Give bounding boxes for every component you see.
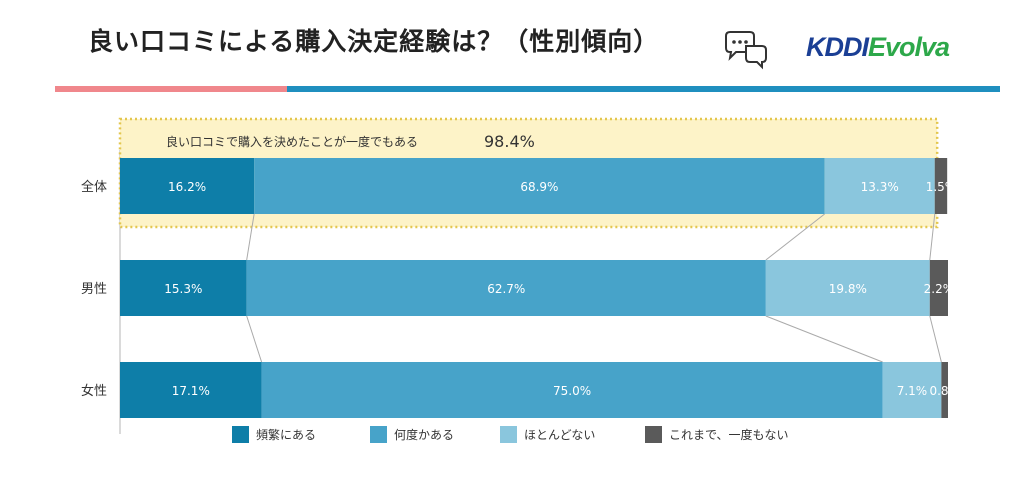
bar-segment — [882, 362, 942, 418]
legend-swatch — [500, 426, 517, 443]
connector-line — [929, 315, 942, 363]
data-label: 68.9% — [520, 180, 558, 194]
bar-segment — [120, 260, 247, 316]
bar-segment — [120, 362, 262, 418]
bar-segment — [120, 158, 255, 214]
legend-label: 何度かある — [394, 427, 454, 442]
data-label: 75.0% — [553, 384, 591, 398]
connector-line — [765, 315, 883, 363]
category-label: 全体 — [81, 179, 107, 195]
callout-value: 98.4% — [484, 132, 535, 151]
logo-evolva: Evolva — [868, 32, 950, 62]
logo-kddi: KDDI — [806, 32, 869, 62]
chart-title: 良い口コミによる購入決定経験は？（性別傾向） — [88, 27, 660, 56]
data-label: 16.2% — [168, 180, 206, 194]
bar-segment — [934, 158, 948, 214]
legend-swatch — [370, 426, 387, 443]
bar-segment — [765, 260, 930, 316]
connector-line — [246, 315, 263, 363]
callout-text: 良い口コミで購入を決めたことが一度でもある — [166, 134, 418, 149]
data-label: 13.3% — [861, 180, 899, 194]
category-label: 女性 — [81, 383, 107, 399]
bar-segment — [824, 158, 935, 214]
header-divider-accent — [55, 86, 287, 92]
data-label: 62.7% — [487, 282, 525, 296]
header-divider — [55, 86, 1000, 92]
speech-bubbles-icon — [725, 31, 767, 70]
company-logo: KDDIEvolva — [806, 32, 950, 63]
connector-line — [246, 213, 255, 261]
connector-line — [765, 213, 825, 261]
data-label: 7.1% — [897, 384, 928, 398]
data-label: 0.8% — [929, 384, 960, 398]
legend-swatch — [645, 426, 662, 443]
category-label: 男性 — [81, 282, 107, 297]
connector-line — [929, 213, 936, 261]
legend-label: これまで、一度もない — [669, 427, 789, 442]
bar-segment — [246, 260, 766, 316]
bar-segment — [261, 362, 883, 418]
legend-swatch — [232, 426, 249, 443]
legend-label: ほとんどない — [524, 428, 595, 442]
data-label: 2.2% — [924, 282, 955, 296]
data-label: 1.5% — [926, 180, 957, 194]
bar-segment — [254, 158, 825, 214]
legend-label: 頻繁にある — [256, 427, 316, 442]
data-label: 15.3% — [164, 282, 202, 296]
header-divider-main — [287, 86, 1000, 92]
data-label: 17.1% — [172, 384, 210, 398]
bar-segment — [929, 260, 948, 316]
data-label: 19.8% — [829, 282, 867, 296]
bar-segment — [941, 362, 948, 418]
